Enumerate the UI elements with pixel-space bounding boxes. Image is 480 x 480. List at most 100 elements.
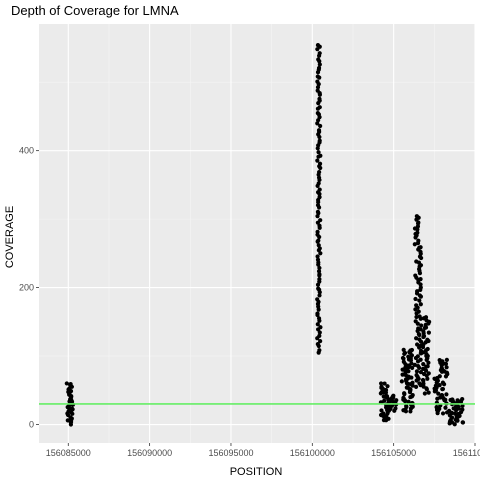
data-point (317, 161, 323, 166)
data-point (400, 372, 405, 377)
data-point (444, 365, 449, 370)
data-point (440, 380, 446, 385)
y-tick-label: 200 (19, 283, 34, 293)
data-point (437, 358, 442, 363)
data-point (316, 150, 321, 155)
data-point (425, 364, 430, 369)
data-point (460, 420, 465, 425)
data-point (316, 128, 322, 133)
data-point (379, 389, 384, 395)
data-point (423, 315, 429, 320)
data-point (415, 289, 420, 294)
data-point (316, 181, 321, 186)
data-point (440, 411, 446, 416)
data-point (316, 316, 322, 321)
data-point (318, 218, 323, 223)
data-point (413, 273, 418, 278)
data-point (315, 111, 320, 116)
data-point (432, 376, 437, 381)
data-point (424, 351, 429, 357)
data-point (315, 158, 320, 163)
data-point (414, 373, 419, 378)
data-point (413, 296, 418, 302)
data-point (315, 209, 321, 214)
data-point (412, 362, 417, 367)
data-point (317, 170, 322, 175)
data-point (417, 381, 422, 386)
data-point (426, 330, 431, 335)
x-axis-title: POSITION (230, 466, 283, 478)
data-point (317, 195, 322, 200)
data-point (406, 354, 411, 359)
data-point (418, 302, 423, 307)
data-point (415, 230, 420, 235)
data-point (434, 404, 439, 410)
gridlines (39, 24, 476, 443)
data-point (418, 245, 423, 250)
data-point (418, 277, 423, 282)
data-point (460, 403, 465, 409)
data-point (318, 325, 323, 330)
data-point (450, 397, 455, 402)
data-point (317, 246, 322, 251)
data-point (416, 238, 421, 243)
data-point (64, 381, 69, 386)
x-tick-label: 156090000 (127, 448, 172, 458)
axis-ticks: 156085000 156090000 156095000 156100000 1561… (19, 146, 480, 458)
data-point (315, 254, 320, 259)
data-point (315, 88, 320, 93)
data-point (425, 337, 430, 342)
data-point (419, 323, 424, 328)
data-point (399, 379, 404, 384)
data-point (382, 398, 387, 403)
data-point (446, 408, 452, 413)
data-point (65, 418, 70, 423)
data-point (425, 346, 430, 352)
x-tick-label: 156110000 (453, 448, 480, 458)
data-point (421, 362, 426, 367)
x-tick-label: 156105000 (371, 448, 416, 458)
data-point (316, 243, 321, 248)
data-point (418, 357, 423, 362)
x-tick-label: 156100000 (290, 448, 335, 458)
plot-panel (39, 24, 475, 443)
data-point (406, 399, 411, 404)
data-points (64, 43, 466, 427)
data-point (317, 265, 322, 271)
data-point (315, 79, 320, 84)
data-point (436, 391, 441, 396)
data-point (315, 74, 320, 79)
data-point (439, 393, 444, 398)
data-point (425, 376, 430, 381)
data-point (418, 285, 423, 290)
data-point (404, 403, 409, 409)
data-point (417, 314, 422, 319)
data-point (401, 396, 406, 401)
data-point (412, 242, 417, 247)
data-point (379, 408, 384, 413)
chart-title: Depth of Coverage for LMNA (11, 3, 179, 18)
data-point (443, 361, 449, 366)
data-point (422, 391, 427, 396)
data-point (385, 384, 390, 389)
data-point (415, 354, 420, 359)
data-point (410, 365, 415, 370)
data-point (317, 348, 322, 353)
data-point (317, 51, 322, 56)
data-point (417, 337, 422, 342)
data-point (317, 96, 322, 101)
data-point (413, 319, 418, 324)
data-point (402, 391, 407, 396)
data-point (440, 386, 445, 392)
data-point (317, 293, 322, 298)
data-point (415, 363, 421, 369)
data-point (315, 43, 321, 48)
data-point (69, 406, 75, 411)
data-point (315, 121, 320, 126)
data-point (437, 383, 442, 388)
data-point (315, 203, 321, 208)
data-point (443, 405, 448, 410)
data-point (421, 371, 427, 377)
data-point (384, 393, 389, 399)
